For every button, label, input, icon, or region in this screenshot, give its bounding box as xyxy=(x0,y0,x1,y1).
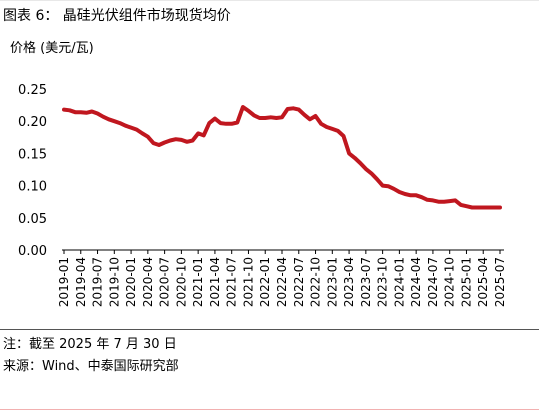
x-tick-label: 2019-10 xyxy=(107,257,121,307)
x-ticks xyxy=(63,250,501,254)
figure-title: 图表 6： 晶硅光伏组件市场现货均价 xyxy=(3,8,231,24)
x-tick-label: 2020-07 xyxy=(158,257,172,307)
x-tick-label: 2021-01 xyxy=(191,257,205,307)
x-tick-label: 2021-07 xyxy=(225,257,239,307)
source-note: 来源：Wind、中泰国际研究部 xyxy=(3,359,179,374)
x-tick-label: 2022-07 xyxy=(292,257,306,307)
y-tick-label: 0.25 xyxy=(18,83,47,98)
x-tick-label: 2023-04 xyxy=(342,257,356,307)
y-tick-label: 0.15 xyxy=(18,147,47,162)
x-tick-label: 2025-04 xyxy=(476,257,490,307)
x-tick-label: 2025-07 xyxy=(493,257,507,307)
x-tick-label: 2024-04 xyxy=(409,257,423,307)
x-tick-label: 2021-04 xyxy=(208,257,222,307)
x-tick-label: 2024-10 xyxy=(443,257,457,307)
x-tick-label: 2021-10 xyxy=(241,257,255,307)
footnote: 注：截至 2025 年 7 月 30 日 xyxy=(3,337,177,352)
y-tick-label: 0.10 xyxy=(18,180,47,195)
bottom-accent-rule xyxy=(0,409,539,410)
price-series-line xyxy=(62,105,502,210)
x-tick-label: 2022-01 xyxy=(258,257,272,307)
x-tick-label: 2019-04 xyxy=(74,257,88,307)
x-tick-label: 2023-01 xyxy=(325,257,339,307)
x-tick-label: 2022-10 xyxy=(309,257,323,307)
top-rule xyxy=(0,0,539,1)
y-axis-unit-label: 价格 (美元/瓦) xyxy=(10,41,94,56)
x-tick-label: 2020-10 xyxy=(174,257,188,307)
x-tick-label: 2022-04 xyxy=(275,257,289,307)
separator-rule xyxy=(0,329,539,330)
x-tick-label: 2025-01 xyxy=(459,257,473,307)
y-tick-label: 0.20 xyxy=(18,115,47,130)
data-points xyxy=(62,105,502,209)
x-tick-label: 2020-01 xyxy=(124,257,138,307)
x-tick-label: 2023-10 xyxy=(376,257,390,307)
y-tick-labels: 0.00 0.05 0.10 0.15 0.20 0.25 xyxy=(18,83,47,259)
x-tick-label: 2019-07 xyxy=(91,257,105,307)
x-tick-label: 2023-07 xyxy=(359,257,373,307)
y-tick-label: 0.05 xyxy=(18,212,47,227)
x-tick-label: 2024-01 xyxy=(392,257,406,307)
price-line-chart: 0.000.050.100.150.200.25 2019-01 2019-04 2… xyxy=(18,83,507,307)
x-tick-labels: 2019-01 2019-04 2019-07 2019-10 2020-01 2020-… xyxy=(57,257,507,307)
x-tick-label: 2024-07 xyxy=(426,257,440,307)
x-tick-label: 2020-04 xyxy=(141,257,155,307)
y-tick-label: 0.00 xyxy=(18,244,47,259)
x-tick-label: 2019-01 xyxy=(57,257,71,307)
